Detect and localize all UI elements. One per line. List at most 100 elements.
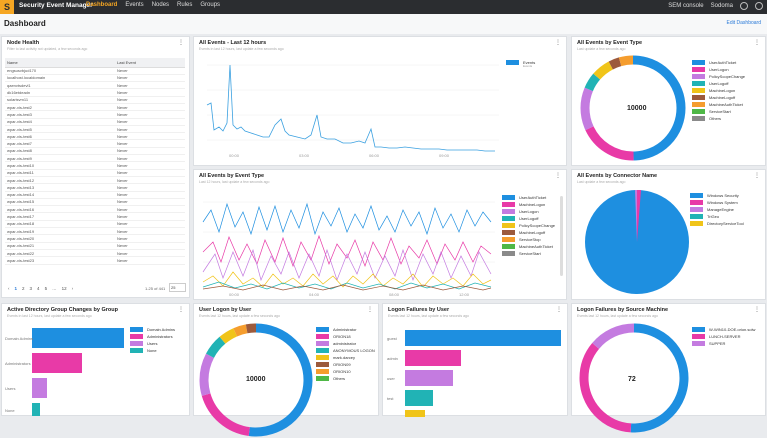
table-row[interactable]: wpar-vis-test11 Never xyxy=(5,169,185,177)
table-row[interactable]: wpar-vis-test17 Never xyxy=(5,212,185,221)
legend-item[interactable]: mark.darcey xyxy=(316,354,375,361)
legend-item[interactable]: Windows System xyxy=(690,199,744,206)
legend-item[interactable]: Administrator xyxy=(316,326,375,333)
legend-item[interactable]: MachineAuthTicket xyxy=(502,243,555,250)
panel-menu-icon[interactable]: ⋮ xyxy=(555,40,561,46)
per-page-select[interactable]: 25 xyxy=(169,283,186,292)
legend-item[interactable]: PolicyScopeChange xyxy=(502,222,555,229)
legend-item[interactable]: ORION18 xyxy=(316,333,375,340)
table-row[interactable]: wpar-vis-test15 Never xyxy=(5,198,185,207)
col-last-event[interactable]: Last Event xyxy=(115,58,185,68)
panel-menu-icon[interactable]: ⋮ xyxy=(178,307,184,313)
table-row[interactable]: wpar-vis-test2 Never xyxy=(5,103,185,112)
nav-nodes[interactable]: Nodes xyxy=(151,2,170,8)
legend-item[interactable]: ServiceStart xyxy=(502,250,555,257)
table-row[interactable]: wpar-vis-test3 Never xyxy=(5,110,185,119)
legend-item[interactable]: Users xyxy=(130,340,175,347)
legend-item[interactable]: MachineLogoff xyxy=(502,229,555,236)
table-row[interactable]: wpar-vis-test8 Never xyxy=(5,147,185,156)
page-link[interactable]: ‹ xyxy=(8,286,10,291)
table-row[interactable]: qaenvtsdevl1 Never xyxy=(5,81,185,90)
page-link[interactable]: … xyxy=(52,286,57,291)
legend-item[interactable]: ORION09 xyxy=(316,361,375,368)
table-row[interactable]: engsusvbjud170 Never xyxy=(5,67,185,75)
nav-groups[interactable]: Groups xyxy=(200,2,221,8)
legend-item[interactable]: MachineLogon xyxy=(502,201,555,208)
table-row[interactable]: wpar-vis-test20 Never xyxy=(5,234,185,243)
legend-item[interactable]: PolicyScopeChange xyxy=(692,73,745,80)
node-name: wpar-vis-test11 xyxy=(5,169,115,177)
nav-rules[interactable]: Rules xyxy=(177,2,193,8)
legend-item[interactable]: UserLogoff xyxy=(692,80,745,87)
legend-item[interactable]: Domain Admins xyxy=(130,326,175,333)
panel-menu-icon[interactable]: ⋮ xyxy=(754,173,760,179)
legend-item[interactable]: ANONYMOUS LOGON xyxy=(316,347,375,354)
legend-scrollbar[interactable] xyxy=(560,196,563,276)
panel-menu-icon[interactable]: ⋮ xyxy=(754,307,760,313)
legend-item[interactable]: ServiceStart xyxy=(692,108,745,115)
legend-item[interactable]: ServiceStop xyxy=(502,236,555,243)
col-name[interactable]: Name xyxy=(5,58,115,68)
table-row[interactable]: wpar-vis-test23 Never xyxy=(5,256,185,265)
panel-menu-icon[interactable]: ⋮ xyxy=(556,307,562,313)
legend-item[interactable]: MachineLogoff xyxy=(692,94,745,101)
legend-item[interactable]: ManageEngine xyxy=(690,206,744,213)
page-link[interactable]: 1 xyxy=(14,286,18,291)
table-row[interactable]: wpar-vis-test22 Never xyxy=(5,249,185,258)
panel-menu-icon[interactable]: ⋮ xyxy=(754,40,760,46)
legend-item[interactable]: Others xyxy=(692,115,745,122)
table-row[interactable]: wpar-vis-test7 Never xyxy=(5,139,185,148)
legend-events[interactable]: Events xyxy=(523,60,536,65)
nav-events[interactable]: Events xyxy=(125,2,144,8)
legend-item[interactable]: LUNCH-SERVER xyxy=(692,333,755,340)
panel-menu-icon[interactable]: ⋮ xyxy=(555,173,561,179)
table-row[interactable]: wpar-vis-test21 Never xyxy=(5,242,185,250)
table-row[interactable]: wpar-vis-test14 Never xyxy=(5,191,185,199)
legend-item[interactable]: UserLogon xyxy=(502,208,555,215)
page-link[interactable]: 5 xyxy=(44,286,48,291)
legend-item[interactable]: DirectoryServiceTool xyxy=(690,220,744,227)
table-row[interactable]: wpar-vis-test4 Never xyxy=(5,118,185,126)
legend-item[interactable]: W-WIN10-DOE.orion.solw xyxy=(692,326,755,333)
legend-item[interactable]: None xyxy=(130,347,175,354)
table-row[interactable]: solarisvm11 Never xyxy=(5,96,185,105)
table-row[interactable]: dk16etdeadn Never xyxy=(5,88,185,97)
page-link[interactable]: 2 xyxy=(22,286,25,291)
legend-item[interactable]: administrator xyxy=(316,340,375,347)
legend-item[interactable]: UserAuthTicket xyxy=(692,59,745,66)
legend-item[interactable]: UserAuthTicket xyxy=(502,194,555,201)
legend-item[interactable]: UserLogoff xyxy=(502,215,555,222)
page-link[interactable]: 4 xyxy=(37,286,40,291)
legend-item[interactable]: Windows Security xyxy=(690,192,744,199)
legend-item[interactable]: Administrators xyxy=(130,333,175,340)
page-link[interactable]: 3 xyxy=(29,286,33,291)
legend-item[interactable]: MachineLogon xyxy=(692,87,745,94)
table-row[interactable]: wpar-vis-test19 Never xyxy=(5,227,185,236)
nav-dashboard[interactable]: Dashboard xyxy=(86,2,118,8)
table-row[interactable]: wpar-vis-test12 Never xyxy=(5,176,185,185)
legend-item[interactable]: TriGeo xyxy=(690,213,744,220)
legend-item[interactable]: SUPPER xyxy=(692,340,755,347)
sem-console-link[interactable]: SEM console xyxy=(668,3,704,9)
legend-item[interactable]: MachineAuthTicket xyxy=(692,101,745,108)
user-menu[interactable]: Sodoma xyxy=(710,3,733,9)
help-icon[interactable] xyxy=(755,2,763,10)
table-row[interactable]: wpar-vis-test9 Never xyxy=(5,154,185,163)
legend-item[interactable]: ORION10 xyxy=(316,368,375,375)
table-row[interactable]: wpar-vis-test13 Never xyxy=(5,183,185,192)
legend-item[interactable]: Others xyxy=(316,375,375,382)
table-row[interactable]: wpar-vis-test10 Never xyxy=(5,161,185,170)
table-row[interactable]: wpar-vis-test16 Never xyxy=(5,205,185,214)
panel-menu-icon[interactable]: ⋮ xyxy=(178,40,184,46)
table-row[interactable]: localhost.localdomain Never xyxy=(5,74,185,83)
page-link[interactable]: 12 xyxy=(61,286,67,291)
edit-dashboard-link[interactable]: Edit Dashboard xyxy=(726,20,761,26)
table-row[interactable]: wpar-vis-test6 Never xyxy=(5,132,185,141)
app-logo[interactable]: S xyxy=(0,0,14,14)
panel-menu-icon[interactable]: ⋮ xyxy=(367,307,373,313)
page-link[interactable]: › xyxy=(71,286,74,291)
legend-item[interactable]: UserLogon xyxy=(692,66,745,73)
table-row[interactable]: wpar-vis-test5 Never xyxy=(5,125,185,134)
settings-icon[interactable] xyxy=(740,2,748,10)
table-row[interactable]: wpar-vis-test18 Never xyxy=(5,220,185,229)
